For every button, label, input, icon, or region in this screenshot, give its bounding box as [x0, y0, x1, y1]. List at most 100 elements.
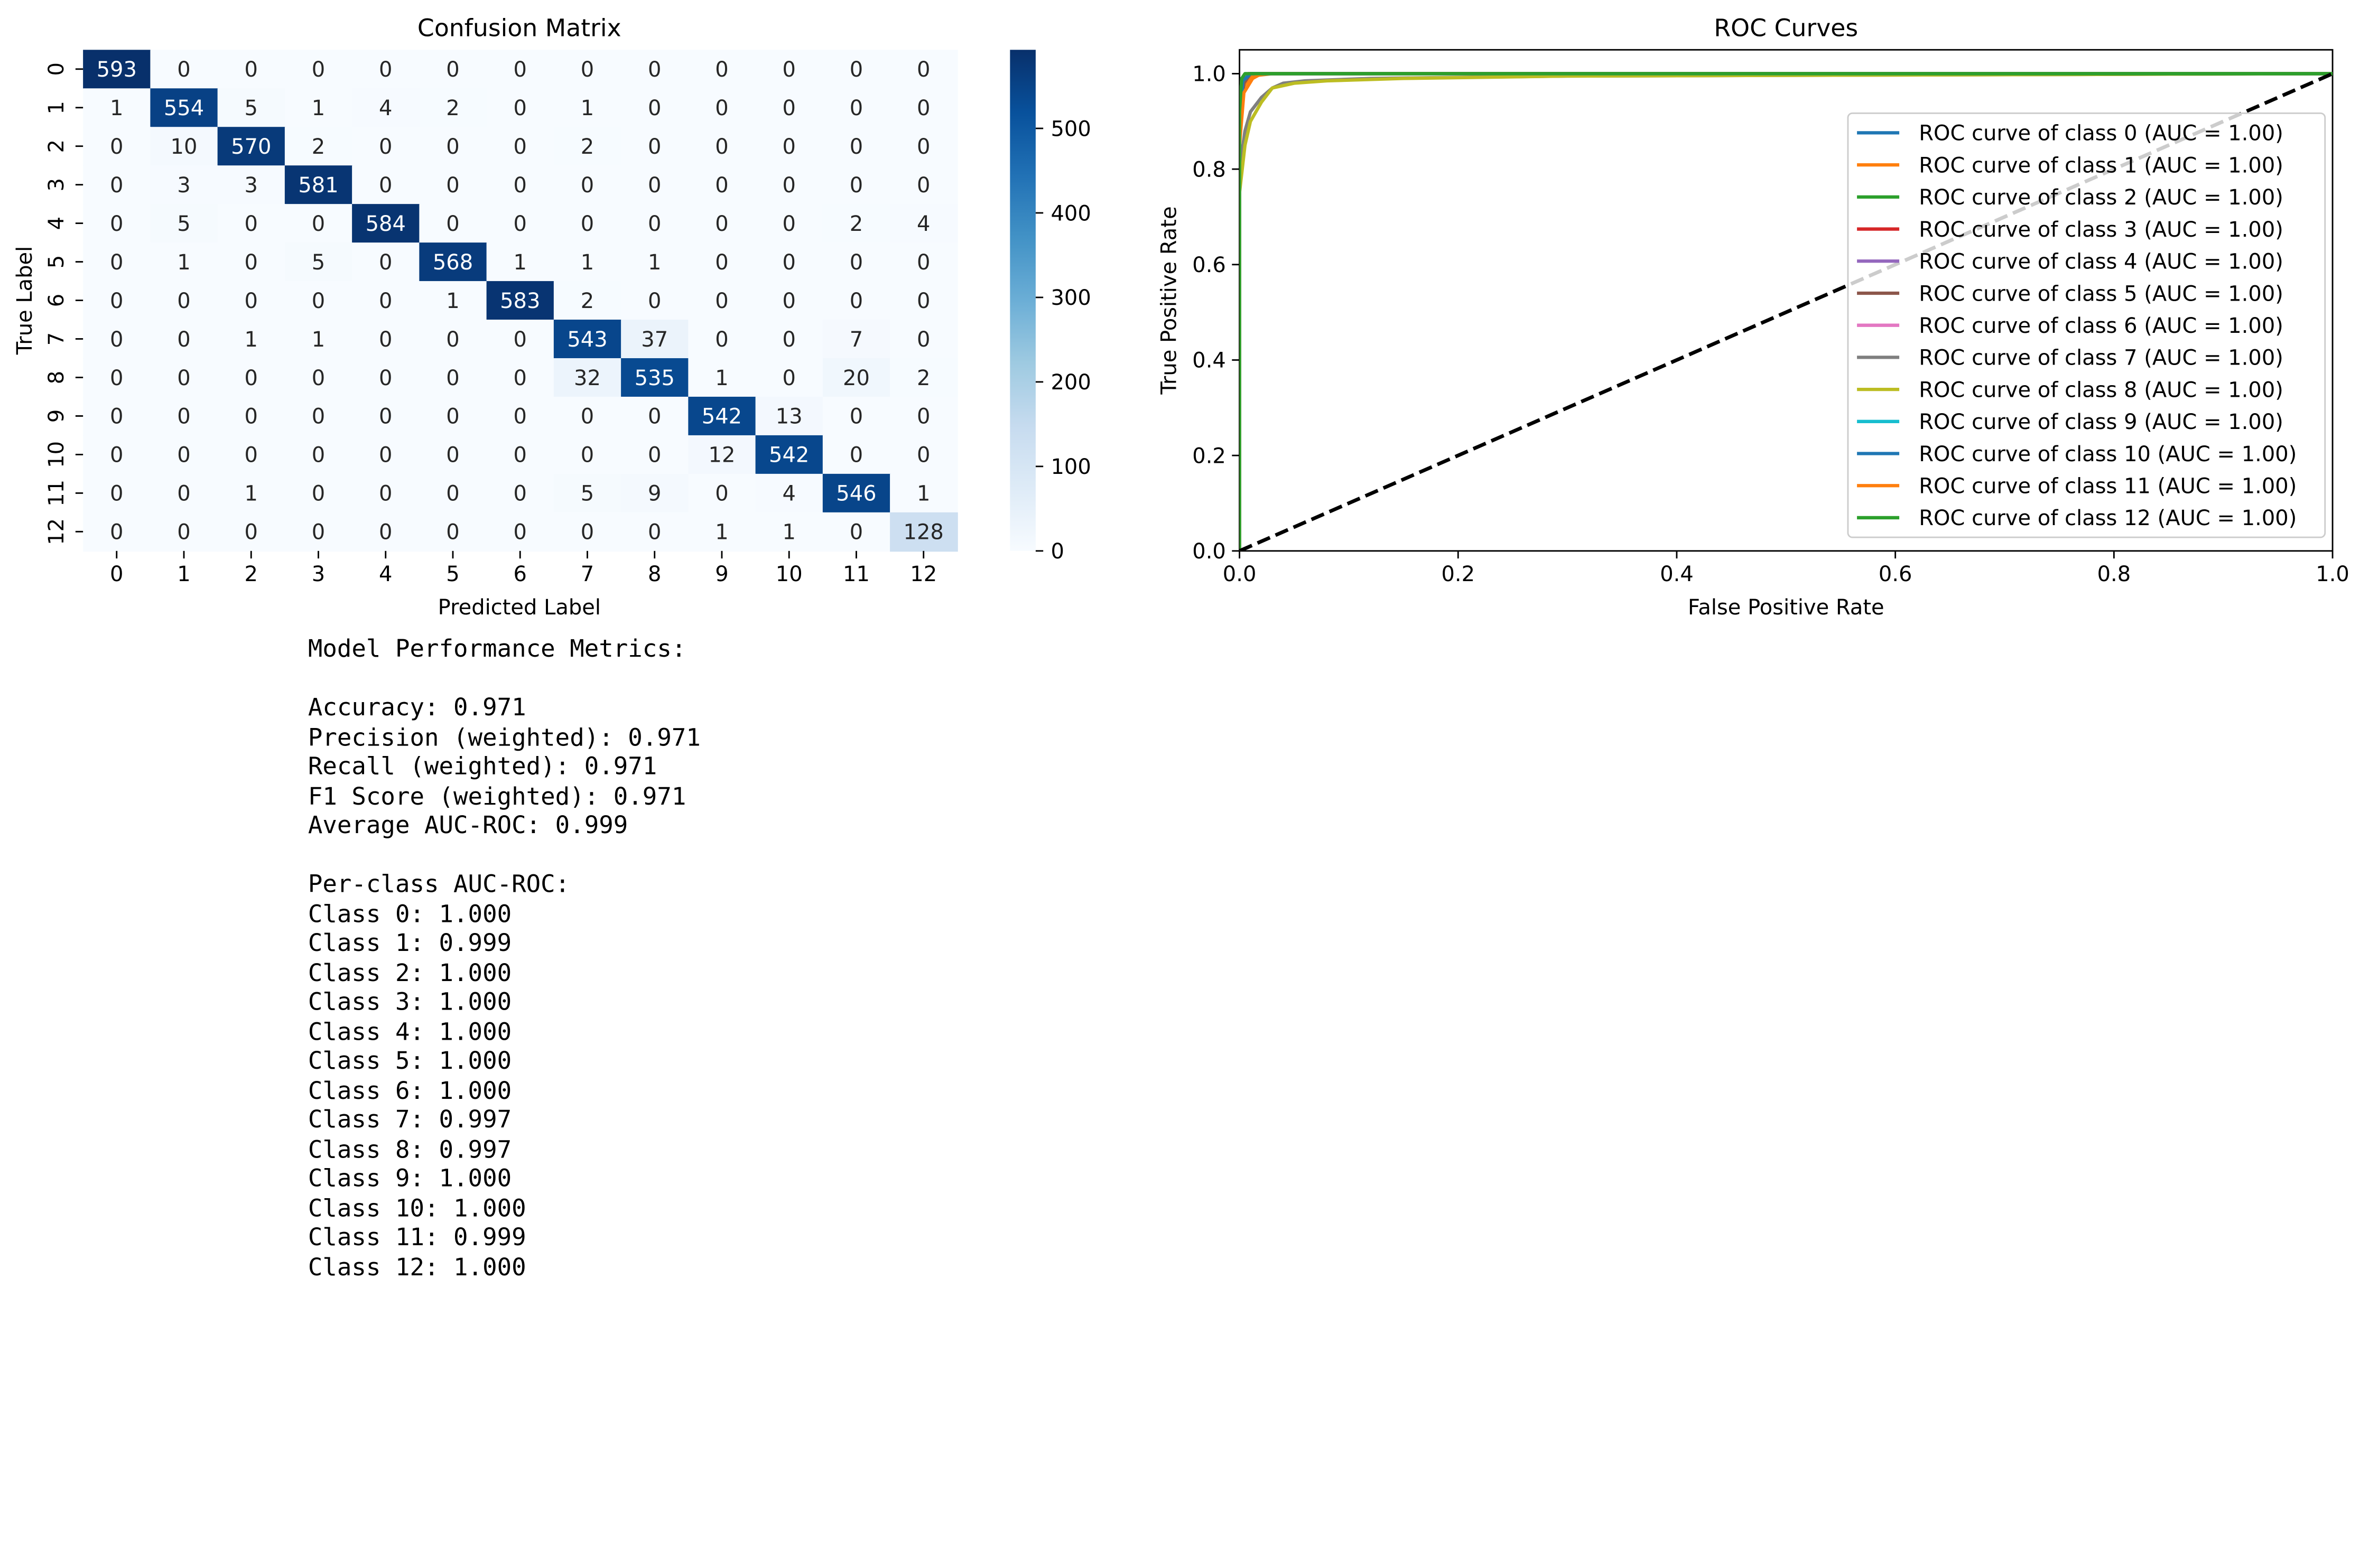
- x-tick-label: 3: [312, 562, 325, 586]
- roc-legend-label: ROC curve of class 6 (AUC = 1.00): [1919, 314, 2283, 338]
- confusion-cell-value: 0: [917, 250, 930, 275]
- confusion-cell-value: 0: [177, 289, 190, 313]
- confusion-cell-value: 0: [446, 366, 459, 390]
- confusion-cell-value: 0: [514, 520, 527, 545]
- confusion-cell-value: 0: [581, 58, 594, 82]
- confusion-cell-value: 554: [164, 96, 204, 120]
- metric-recall: Recall (weighted): 0.971: [308, 751, 657, 781]
- confusion-cell-value: 0: [312, 482, 325, 506]
- confusion-cell: [150, 50, 219, 89]
- roc-title: ROC Curves: [1714, 14, 1858, 42]
- confusion-cell-value: 0: [514, 173, 527, 198]
- confusion-cell-value: 0: [312, 405, 325, 429]
- confusion-cell: [217, 435, 286, 475]
- confusion-cell: [217, 127, 286, 166]
- confusion-cell: [553, 88, 622, 128]
- confusion-cell-value: 12: [709, 443, 736, 468]
- confusion-cell: [621, 512, 689, 552]
- confusion-cell: [688, 473, 757, 514]
- confusion-cell: [217, 473, 286, 514]
- roc-x-tick-label: 0.0: [1223, 562, 1257, 586]
- confusion-cell: [83, 396, 151, 436]
- confusion-cell-value: 0: [782, 366, 795, 390]
- confusion-cell-value: 0: [245, 58, 258, 82]
- confusion-cell-value: 9: [648, 482, 661, 506]
- confusion-cell: [822, 88, 891, 128]
- confusion-cell-value: 0: [917, 289, 930, 313]
- confusion-cell: [621, 281, 689, 321]
- confusion-cell: [822, 127, 891, 166]
- confusion-cell: [890, 242, 958, 282]
- roc-y-tick-label: 0.2: [1192, 444, 1226, 468]
- confusion-cell: [419, 512, 488, 552]
- confusion-cell-value: 0: [648, 520, 661, 545]
- confusion-cell: [755, 320, 824, 359]
- y-tick-label: 0: [44, 62, 69, 76]
- confusion-cell: [621, 88, 689, 128]
- roc-legend-label: ROC curve of class 8 (AUC = 1.00): [1919, 378, 2283, 402]
- confusion-cell-value: 0: [514, 58, 527, 82]
- confusion-cell-value: 0: [514, 96, 527, 120]
- confusion-cell-value: 0: [177, 58, 190, 82]
- confusion-cell: [755, 358, 824, 398]
- confusion-cell: [217, 204, 286, 244]
- confusion-cell-value: 1: [782, 520, 795, 545]
- colorbar: 0 100 200 300 400 500: [1010, 50, 1091, 564]
- roc-ylabel: True Positive Rate: [1157, 206, 1182, 395]
- confusion-cell: [890, 320, 958, 359]
- confusion-cell-value: 0: [110, 328, 123, 352]
- confusion-cell: [217, 512, 286, 552]
- confusion-cell-value: 542: [702, 405, 742, 429]
- metric-precision: Precision (weighted): 0.971: [308, 722, 701, 751]
- y-tick-label: 7: [44, 332, 69, 346]
- confusion-cell: [486, 165, 555, 205]
- confusion-cell-value: 0: [715, 96, 728, 120]
- confusion-cell: [150, 435, 219, 475]
- confusion-cell: [352, 358, 420, 398]
- confusion-cell-value: 0: [312, 212, 325, 236]
- x-tick-label: 2: [245, 562, 258, 586]
- confusion-cell-value: 20: [843, 366, 870, 390]
- confusion-cell-value: 581: [298, 173, 338, 198]
- confusion-cell: [83, 165, 151, 205]
- confusion-cell: [486, 320, 555, 359]
- confusion-cell: [822, 320, 891, 359]
- confusion-cell-value: 0: [850, 405, 863, 429]
- confusion-cell-value: 0: [917, 328, 930, 352]
- confusion-cell-value: 0: [110, 366, 123, 390]
- per-class-auc: Class 12: 1.000: [308, 1252, 526, 1281]
- confusion-cell-value: 0: [110, 520, 123, 545]
- confusion-cell: [83, 50, 151, 89]
- confusion-cell: [217, 88, 286, 128]
- confusion-cell: [217, 165, 286, 205]
- confusion-cell-value: 0: [648, 212, 661, 236]
- confusion-cell: [486, 88, 555, 128]
- confusion-cell-value: 0: [514, 328, 527, 352]
- confusion-cell-value: 5: [581, 482, 594, 506]
- confusion-cell-value: 4: [782, 482, 795, 506]
- per-class-auc: Class 5: 1.000: [308, 1046, 512, 1075]
- roc-x-tick-label: 0.6: [1879, 562, 1912, 586]
- confusion-cell-value: 0: [379, 405, 392, 429]
- roc-xlabel: False Positive Rate: [1688, 595, 1884, 620]
- confusion-cell-value: 0: [782, 212, 795, 236]
- confusion-cell-value: 542: [769, 443, 809, 468]
- confusion-cell: [621, 320, 689, 359]
- confusion-cell-value: 0: [648, 96, 661, 120]
- x-tick-label: 10: [776, 562, 803, 586]
- x-tick-label: 9: [715, 562, 728, 586]
- metric-accuracy: Accuracy: 0.971: [308, 693, 526, 722]
- confusion-cell: [419, 435, 488, 475]
- roc-x-tick-label: 1.0: [2316, 562, 2349, 586]
- roc-legend: ROC curve of class 0 (AUC = 1.00) ROC cur…: [1847, 112, 2326, 538]
- confusion-cell-value: 2: [581, 289, 594, 313]
- x-tick-label: 5: [446, 562, 459, 586]
- confusion-cell-value: 0: [850, 96, 863, 120]
- confusion-cell-value: 0: [110, 135, 123, 159]
- confusion-cell: [688, 358, 757, 398]
- confusion-cell-value: 0: [514, 482, 527, 506]
- roc-y-tick-label: 0.6: [1192, 253, 1226, 277]
- confusion-cell: [890, 281, 958, 321]
- confusion-cell: [621, 473, 689, 514]
